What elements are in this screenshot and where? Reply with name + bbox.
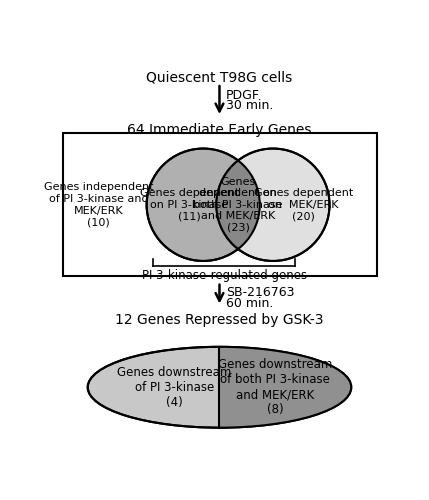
Ellipse shape xyxy=(88,347,351,428)
Circle shape xyxy=(216,148,329,261)
Text: 30 min.: 30 min. xyxy=(226,100,273,112)
Text: Genes downstream
of PI 3-kinase
(4): Genes downstream of PI 3-kinase (4) xyxy=(118,366,232,409)
Text: Genes dependent
on  MEK/ERK
(20): Genes dependent on MEK/ERK (20) xyxy=(254,188,353,222)
Text: SB-216763: SB-216763 xyxy=(226,286,294,300)
Text: Genes downstream
of both PI 3-kinase
and MEK/ERK
(8): Genes downstream of both PI 3-kinase and… xyxy=(218,358,332,416)
Text: 64 Immediate Early Genes: 64 Immediate Early Genes xyxy=(127,123,312,137)
Text: PI 3-kinase-regulated genes: PI 3-kinase-regulated genes xyxy=(142,268,307,281)
Text: Genes independent
of PI 3-kinase and
MEK/ERK
(10): Genes independent of PI 3-kinase and MEK… xyxy=(44,182,153,227)
Circle shape xyxy=(147,148,260,261)
Circle shape xyxy=(216,148,329,261)
Text: 60 min.: 60 min. xyxy=(226,297,273,310)
Text: Genes dependent
on PI 3-kinase
(11): Genes dependent on PI 3-kinase (11) xyxy=(139,188,239,222)
Text: 12 Genes Repressed by GSK-3: 12 Genes Repressed by GSK-3 xyxy=(115,312,324,326)
Text: Genes
dependent on
both PI 3-kinase
and MEK/ERK
(23): Genes dependent on both PI 3-kinase and … xyxy=(193,176,283,233)
Bar xyxy=(63,133,377,276)
Text: PDGF: PDGF xyxy=(226,90,260,102)
Text: Quiescent T98G cells: Quiescent T98G cells xyxy=(146,71,293,85)
Bar xyxy=(220,306,429,468)
Ellipse shape xyxy=(88,347,351,428)
